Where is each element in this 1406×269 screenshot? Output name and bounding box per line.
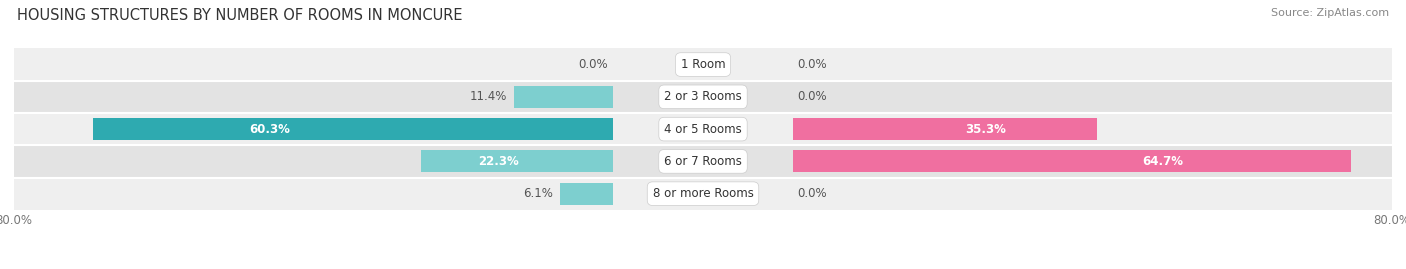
Text: 22.3%: 22.3% [478, 155, 519, 168]
Text: 60.3%: 60.3% [249, 123, 290, 136]
Bar [14, 178, 1392, 210]
Text: 0.0%: 0.0% [579, 58, 609, 71]
Text: 1 Room: 1 Room [681, 58, 725, 71]
Text: 4 or 5 Rooms: 4 or 5 Rooms [664, 123, 742, 136]
Bar [560, 183, 613, 205]
Text: 8 or more Rooms: 8 or more Rooms [652, 187, 754, 200]
Text: HOUSING STRUCTURES BY NUMBER OF ROOMS IN MONCURE: HOUSING STRUCTURES BY NUMBER OF ROOMS IN… [17, 8, 463, 23]
Bar [14, 145, 1392, 178]
Text: 64.7%: 64.7% [1143, 155, 1184, 168]
Text: 6.1%: 6.1% [523, 187, 553, 200]
Text: Source: ZipAtlas.com: Source: ZipAtlas.com [1271, 8, 1389, 18]
Bar [793, 118, 1098, 140]
Text: 35.3%: 35.3% [966, 123, 1007, 136]
Bar [515, 86, 613, 108]
Bar [93, 118, 613, 140]
Text: 6 or 7 Rooms: 6 or 7 Rooms [664, 155, 742, 168]
Bar [14, 81, 1392, 113]
Text: 0.0%: 0.0% [797, 90, 827, 103]
Bar [14, 48, 1392, 81]
Text: 2 or 3 Rooms: 2 or 3 Rooms [664, 90, 742, 103]
Bar [14, 113, 1392, 145]
Bar [420, 150, 613, 172]
Text: 11.4%: 11.4% [470, 90, 508, 103]
Text: 0.0%: 0.0% [797, 187, 827, 200]
Bar [793, 150, 1351, 172]
Text: 0.0%: 0.0% [797, 58, 827, 71]
